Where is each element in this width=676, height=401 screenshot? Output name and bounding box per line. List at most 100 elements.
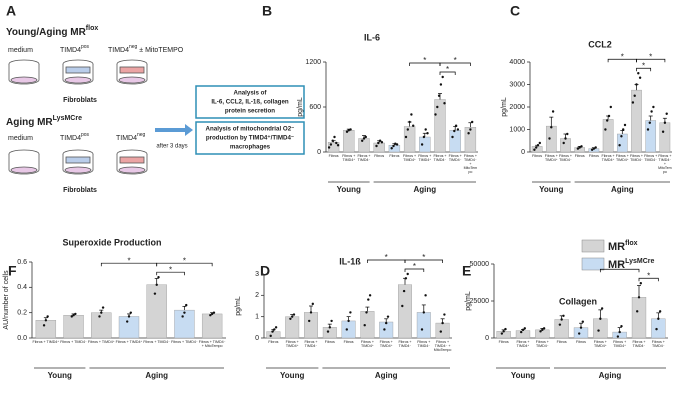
- box-line: Analysis of: [233, 90, 267, 97]
- condition: TIMD4pos: [60, 44, 90, 54]
- category-label-box: Fibros + TIMD4⁻ + MitoTempo: [658, 154, 672, 174]
- data-point: [361, 139, 364, 142]
- data-point: [637, 296, 641, 299]
- data-point: [347, 319, 350, 323]
- legend-swatch: [581, 239, 605, 253]
- group-label: Young: [280, 371, 304, 380]
- legend-main: MR: [608, 259, 625, 271]
- category-label-box: Fibros + TIMD4⁻ + MitoTempo: [199, 340, 226, 348]
- data-point: [309, 311, 313, 314]
- significance-label: *: [647, 271, 650, 280]
- data-point: [292, 313, 296, 316]
- x-tick-label: Fibros: [574, 154, 585, 158]
- y-tick-label: 3000: [509, 81, 525, 88]
- data-point: [329, 143, 333, 146]
- data-point: [408, 120, 411, 124]
- significance-label: *: [422, 253, 425, 262]
- data-point: [467, 132, 470, 135]
- data-point: [606, 119, 609, 122]
- data-point: [562, 141, 565, 145]
- chart-title: Superoxide Production: [62, 237, 161, 247]
- significance-label: *: [385, 253, 388, 262]
- data-point: [345, 130, 349, 133]
- box-line: protein secretion: [225, 108, 275, 115]
- data-point: [578, 146, 581, 149]
- condition-sup: neg: [129, 44, 138, 50]
- x-tick-label: Fibros + TIMD4⁺: [601, 154, 615, 162]
- x-tick-label: Fibros + TIMD4⁻: [535, 340, 549, 348]
- data-point: [521, 328, 525, 332]
- bar: [63, 315, 84, 339]
- data-point: [385, 321, 388, 325]
- significance-bracket: [439, 62, 471, 66]
- bar: [631, 297, 647, 339]
- data-point: [70, 315, 73, 318]
- data-point: [326, 330, 330, 333]
- data-point: [441, 321, 444, 325]
- data-point: [579, 326, 583, 329]
- y-tick-label: 2000: [509, 104, 525, 111]
- data-point: [639, 282, 642, 285]
- condition-main: TIMD4: [60, 135, 81, 142]
- data-point: [564, 137, 567, 140]
- category-label-box: Fibros + TIMD4⁻: [652, 340, 665, 348]
- data-point: [336, 144, 340, 147]
- legend-main: MR: [608, 241, 625, 253]
- y-tick-label: 0.6: [17, 259, 27, 266]
- x-tick-label: Fibros + TIMD4⁻: [60, 340, 87, 344]
- y-axis-label: AU/number of cells: [3, 270, 10, 330]
- category-label-box: Fibros: [325, 340, 335, 344]
- data-point: [392, 144, 395, 148]
- category-label-box: Fibros: [576, 340, 586, 344]
- data-point: [126, 320, 129, 323]
- x-tick-label: Fibros + TIMD4⁺: [360, 340, 374, 348]
- category-label-box: Fibros + TIMD4⁺: [545, 154, 558, 162]
- category-label-box: Fibros + TIMD4⁻ + MitoTempo: [434, 340, 452, 352]
- category-label-box: Fibros + TIMD4⁺: [516, 340, 529, 348]
- category-label-box: Fibros + TIMD4⁻: [630, 154, 643, 162]
- cells-label: Fibroblats: [63, 97, 97, 104]
- data-point: [578, 332, 581, 335]
- y-tick-label: 1: [255, 314, 259, 321]
- data-point: [394, 142, 397, 145]
- bar: [91, 312, 112, 339]
- panel-label: B: [262, 3, 272, 19]
- significance-label: *: [183, 256, 186, 265]
- data-point: [101, 306, 105, 309]
- chart: E Collagen pg/mL 0 25000 50000 Fibros Fibros + …: [462, 261, 668, 380]
- data-point: [365, 311, 368, 314]
- category-label-box: Fibros + TIMD4⁺: [380, 340, 393, 348]
- data-point: [551, 110, 555, 113]
- bar: [659, 122, 671, 153]
- significance-bracket: [636, 58, 666, 63]
- data-point: [347, 129, 350, 132]
- data-point: [46, 315, 49, 318]
- data-point: [665, 112, 668, 115]
- data-point: [562, 314, 565, 317]
- condition-sup: pos: [81, 44, 90, 50]
- bar: [35, 320, 57, 339]
- bar: [266, 331, 281, 339]
- data-point: [635, 83, 638, 86]
- panel-a: A Young/Aging MRflox medium TIMD4pos TIM…: [6, 3, 305, 194]
- x-tick-label: Fibros: [498, 340, 509, 344]
- data-point: [308, 319, 311, 323]
- group-label: Young: [539, 185, 563, 194]
- x-tick-label: Fibros + TIMD4⁻: [448, 154, 462, 162]
- data-point: [538, 141, 541, 145]
- significance-label: *: [621, 52, 624, 61]
- category-label-box: Fibros + TIMD4⁻: [357, 154, 370, 162]
- category-label-box: Fibros + TIMD4⁺: [616, 154, 629, 162]
- x-tick-label: Fibros + TIMD4⁺: [87, 340, 115, 344]
- x-tick-label: Fibros: [588, 154, 599, 158]
- condition-main: TIMD4: [116, 135, 137, 142]
- y-axis-label: pg/mL: [465, 291, 472, 311]
- data-point: [422, 311, 425, 314]
- data-point: [655, 327, 658, 331]
- y-tick-label: 0.0: [17, 335, 27, 342]
- bar: [515, 330, 531, 339]
- data-point: [327, 146, 331, 149]
- data-point: [410, 113, 413, 116]
- data-point: [426, 132, 429, 135]
- significance-label: *: [649, 52, 652, 61]
